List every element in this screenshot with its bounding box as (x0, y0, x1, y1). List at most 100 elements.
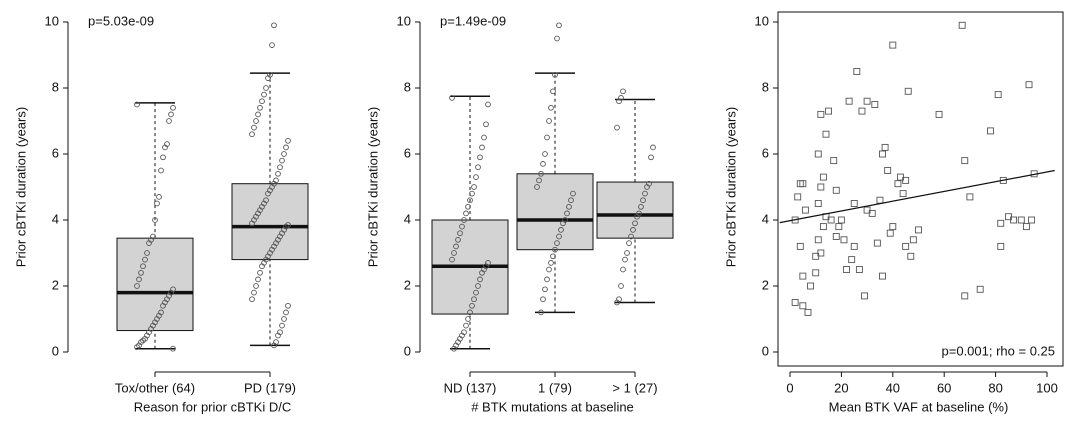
point (548, 260, 554, 266)
point (620, 266, 626, 273)
point (475, 283, 481, 289)
point (907, 252, 915, 260)
point (822, 130, 830, 138)
point (830, 157, 838, 165)
point (154, 200, 160, 207)
point (894, 180, 902, 188)
y-tick-label: 4 (52, 211, 59, 226)
annotation: p=1.49e-09 (440, 13, 506, 28)
point (556, 22, 562, 29)
x-tick-label: Tox/other (64) (115, 380, 195, 395)
x-tick-label: ND (137) (444, 380, 497, 395)
point (863, 206, 871, 214)
point (812, 269, 820, 277)
point (255, 276, 261, 283)
point (477, 154, 483, 161)
point (876, 196, 884, 204)
box (231, 183, 309, 261)
point (540, 161, 546, 167)
point (997, 242, 1005, 250)
point (249, 296, 255, 303)
y-axis-label: Prior cBTKi duration (years) (365, 107, 380, 267)
point (638, 203, 644, 210)
point (451, 345, 457, 352)
point (275, 332, 281, 339)
point (618, 283, 624, 289)
point (819, 223, 827, 231)
point (614, 299, 620, 306)
point (863, 97, 871, 105)
point (840, 236, 848, 244)
point (479, 144, 485, 151)
point (560, 220, 566, 227)
point (269, 42, 275, 48)
point (801, 206, 809, 214)
point (835, 223, 843, 231)
point (564, 210, 570, 217)
y-tick-label: 2 (762, 277, 769, 292)
x-tick-label: 20 (834, 380, 848, 395)
point (935, 110, 943, 118)
point (796, 242, 804, 250)
point (540, 296, 546, 303)
y-tick-label: 0 (762, 343, 769, 358)
fit-line (779, 169, 1055, 224)
annotation: p=0.001; rho = 0.25 (942, 343, 1055, 358)
box (516, 173, 594, 251)
point (285, 137, 291, 144)
point (283, 144, 289, 151)
point (966, 193, 974, 201)
y-tick-label: 10 (45, 13, 59, 28)
point (843, 266, 850, 273)
y-tick-label: 0 (52, 343, 59, 358)
x-axis-label: Mean BTK VAF at baseline (%) (829, 399, 1009, 414)
point (251, 124, 257, 131)
point (483, 121, 489, 128)
annotation: p=5.03e-09 (88, 13, 154, 28)
point (819, 173, 827, 181)
point (552, 246, 558, 253)
point (249, 220, 255, 227)
point (614, 124, 620, 131)
point (997, 219, 1005, 227)
point (253, 283, 259, 289)
point (473, 289, 479, 296)
point (628, 233, 634, 240)
point (279, 157, 285, 164)
point (463, 322, 469, 329)
point (259, 263, 265, 270)
point (457, 230, 463, 237)
point (168, 111, 174, 118)
y-axis-label: Prior cBTKi duration (years) (13, 107, 28, 267)
point (144, 250, 150, 256)
point (142, 256, 148, 263)
point (832, 233, 840, 240)
point (902, 242, 910, 250)
point (170, 104, 176, 111)
point (281, 151, 287, 157)
point (467, 309, 473, 316)
point (479, 269, 485, 276)
point (558, 227, 564, 233)
point (160, 302, 166, 309)
x-tick-label: > 1 (27) (612, 380, 657, 395)
point (259, 98, 265, 105)
point (648, 154, 654, 161)
point (471, 296, 477, 303)
point (473, 174, 479, 180)
point (455, 236, 461, 243)
point (987, 127, 994, 135)
point (642, 190, 648, 197)
x-tick-label: 0 (786, 380, 793, 395)
x-tick-label: 40 (886, 380, 900, 395)
point (451, 250, 457, 256)
point (837, 216, 845, 224)
point (1028, 216, 1036, 224)
point (544, 134, 550, 141)
y-tick-label: 6 (762, 145, 769, 160)
point (544, 276, 550, 283)
y-tick-label: 4 (404, 211, 411, 226)
box (116, 237, 194, 332)
point (976, 285, 984, 293)
plot-frame (777, 11, 1064, 367)
